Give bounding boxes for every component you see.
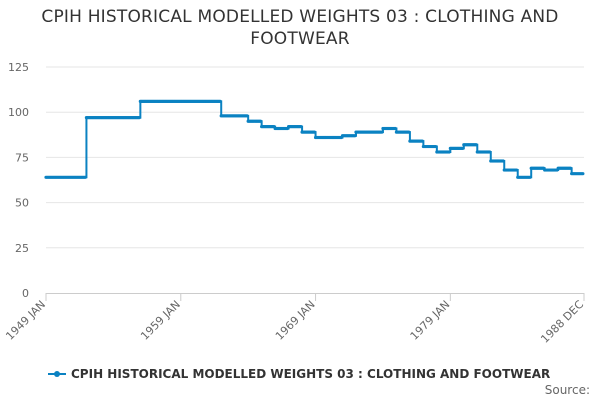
data-point[interactable] — [528, 175, 532, 179]
data-point[interactable] — [380, 130, 384, 134]
data-point[interactable] — [568, 166, 573, 170]
data-point[interactable] — [353, 134, 357, 138]
data-point[interactable] — [501, 159, 505, 163]
y-tick-label-25: 25 — [15, 242, 29, 255]
x-tick-label-2: 1969 JAN — [273, 298, 318, 343]
data-point[interactable] — [420, 139, 424, 143]
legend-label: CPIH HISTORICAL MODELLED WEIGHTS 03 : CL… — [71, 367, 551, 381]
data-point[interactable] — [474, 143, 478, 147]
legend-marker-icon — [48, 369, 66, 379]
data-point[interactable] — [393, 126, 397, 131]
series-line-0 — [46, 100, 584, 179]
series-layer — [44, 99, 585, 179]
y-tick-label-50: 50 — [15, 197, 29, 210]
data-point[interactable] — [407, 130, 411, 134]
data-point[interactable] — [434, 144, 438, 149]
data-point[interactable] — [83, 175, 87, 179]
y-tick-labels: 0 25 50 75 100 125 — [8, 61, 29, 300]
data-point[interactable] — [137, 116, 141, 120]
source-label: Source: — [544, 383, 590, 397]
data-point[interactable] — [218, 99, 222, 103]
y-tick-label-75: 75 — [15, 151, 29, 164]
data-point[interactable] — [299, 125, 303, 129]
data-point[interactable] — [258, 119, 263, 123]
y-tick-label-125: 125 — [8, 61, 29, 74]
x-tick-labels: 1949 JAN 1959 JAN 1969 JAN 1979 JAN 1988 DEC — [3, 298, 586, 346]
chart-title: CPIH HISTORICAL MODELLED WEIGHTS 03 : CL… — [41, 7, 559, 49]
data-point[interactable] — [581, 172, 585, 176]
data-point[interactable] — [488, 150, 492, 154]
y-tick-label-0: 0 — [22, 287, 29, 300]
data-point[interactable] — [447, 150, 451, 154]
x-tick-label-3: 1979 JAN — [408, 298, 453, 343]
series-markers-0 — [44, 99, 585, 179]
legend-item[interactable]: CPIH HISTORICAL MODELLED WEIGHTS 03 : CL… — [48, 366, 550, 382]
data-point[interactable] — [312, 130, 317, 134]
y-tick-label-100: 100 — [8, 106, 29, 119]
data-point[interactable] — [461, 146, 465, 150]
data-point[interactable] — [515, 168, 519, 172]
data-point[interactable] — [245, 114, 249, 118]
x-axis — [45, 293, 585, 301]
gridlines — [46, 66, 584, 249]
x-tick-label-1: 1959 JAN — [138, 298, 183, 343]
x-tick-label-0: 1949 JAN — [3, 298, 48, 343]
x-tick-label-4: 1988 DEC — [538, 298, 586, 346]
